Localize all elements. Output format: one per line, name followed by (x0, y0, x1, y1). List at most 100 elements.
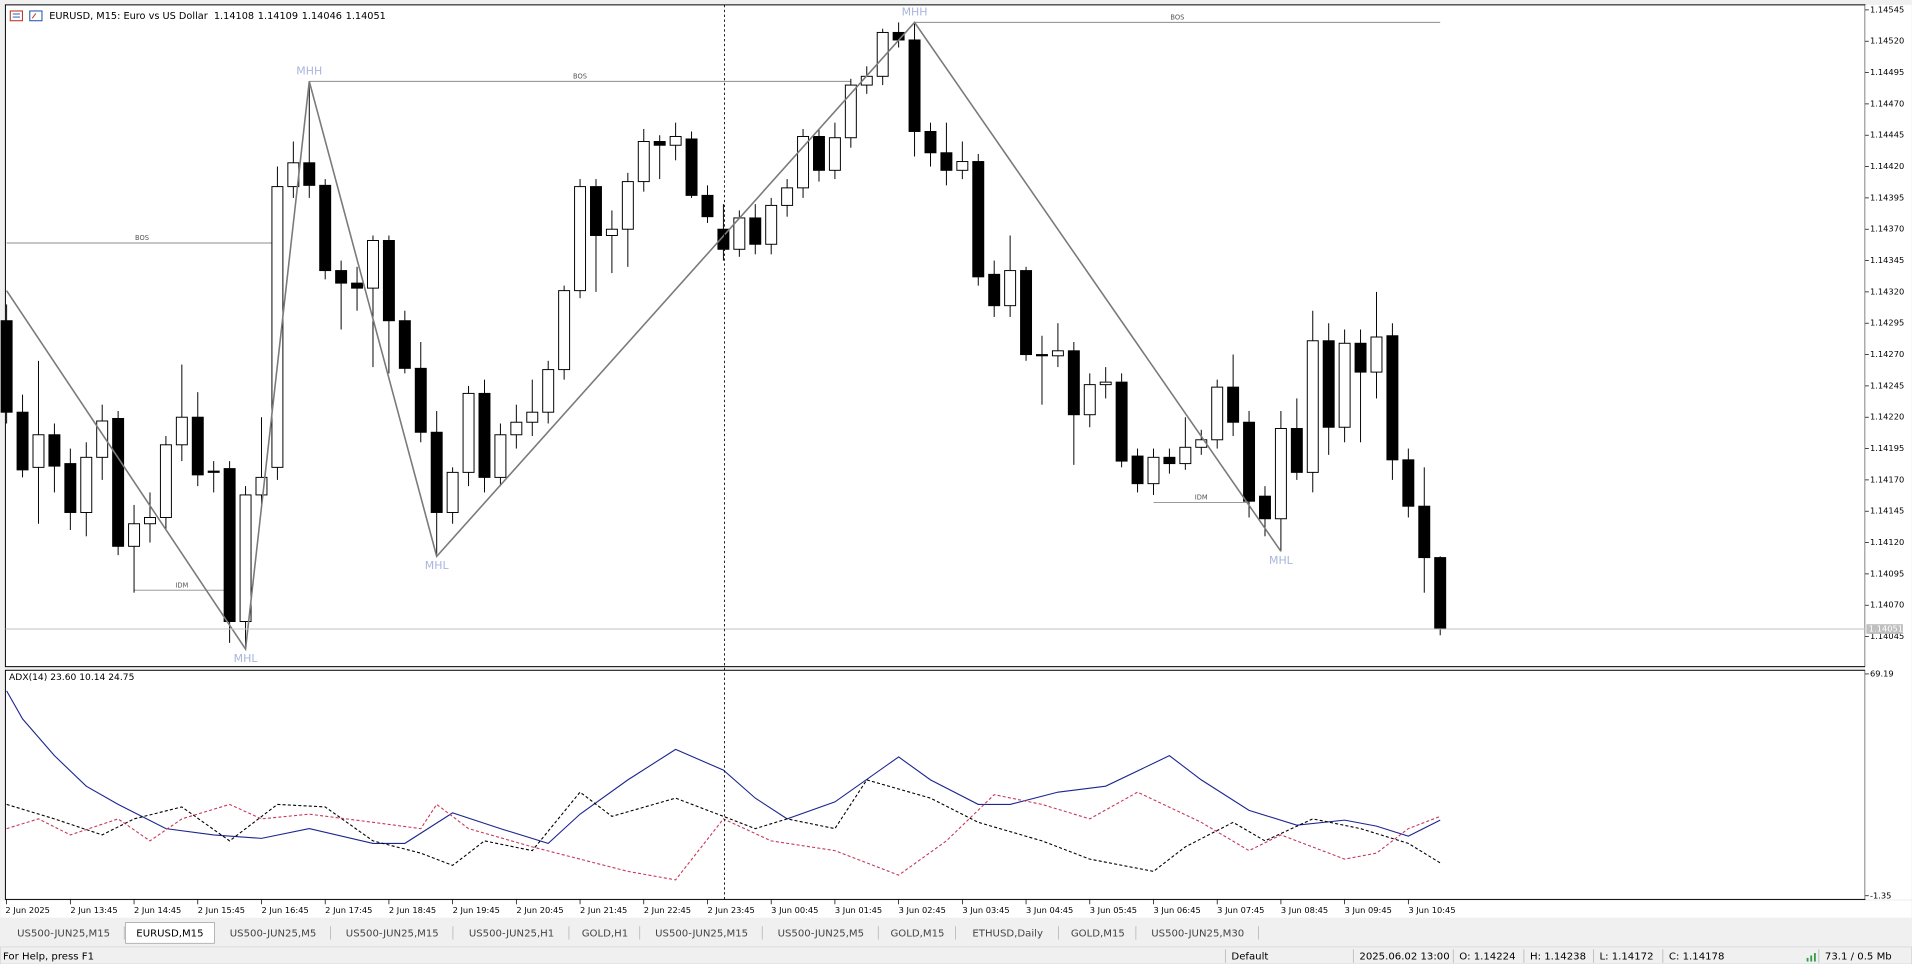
candle-body (1322, 340, 1335, 428)
tab-label[interactable]: GOLD,M15 (890, 929, 944, 940)
price-pane (4, 4, 1866, 668)
status-text: O: 1.14224 (1459, 952, 1515, 963)
tab-label[interactable]: GOLD,H1 (582, 929, 628, 940)
candle-body (80, 456, 93, 513)
swing-label: MHH (902, 6, 928, 19)
signal-bar (1813, 953, 1816, 962)
candle-body (16, 411, 29, 471)
tab-label[interactable]: US500-JUN25,H1 (469, 929, 554, 940)
candle-body (271, 186, 284, 468)
status-text: For Help, press F1 (3, 952, 94, 963)
candle-body (398, 320, 411, 369)
tab[interactable] (454, 922, 569, 944)
status-text: L: 1.14172 (1599, 952, 1653, 963)
tab-label[interactable]: US500-JUN25,M30 (1151, 929, 1244, 940)
candle-body (175, 416, 188, 446)
indicator-pane (4, 669, 1866, 900)
structure-label: IDM (175, 581, 188, 589)
candle-body (1354, 342, 1367, 373)
tab[interactable] (956, 922, 1059, 944)
indicator-line (6, 779, 1441, 872)
candle-body (637, 141, 650, 183)
price-tag (1866, 624, 1903, 634)
header-high: 1.14109 (258, 11, 298, 22)
time-axis (0, 900, 1912, 918)
y-tick-label: 1.14170 (1870, 474, 1904, 484)
header-close: 1.14051 (346, 11, 386, 22)
tab-label[interactable]: US500-JUN25,M15 (655, 929, 748, 940)
tab[interactable] (1059, 922, 1136, 944)
candle-body (351, 282, 364, 289)
tab[interactable] (215, 922, 331, 944)
y-tick-label: 1.14370 (1870, 224, 1904, 234)
tab-label[interactable]: US500-JUN25,M5 (230, 929, 317, 940)
candle-body (1274, 428, 1287, 520)
candle-body (319, 184, 332, 272)
tab[interactable] (640, 922, 763, 944)
y-tick-label: 1.14120 (1870, 537, 1904, 547)
x-tick-label: 3 Jun 01:45 (835, 905, 882, 915)
icon-chart (29, 10, 43, 22)
candle-body (1211, 386, 1224, 441)
structure-label: BOS (135, 234, 149, 242)
swing-label: MHL (425, 559, 450, 572)
y-tick-label: 1.14495 (1870, 67, 1904, 77)
y-tick-label: 1.14445 (1870, 130, 1904, 140)
candle-body (669, 135, 682, 146)
icon-line (31, 13, 37, 19)
y-tick-label: 1.14320 (1870, 286, 1904, 296)
tab-bar: US500-JUN25,M15 EURUSD,M15 US500-JUN25,M5 U… (2, 922, 1259, 944)
x-tick-label: 3 Jun 04:45 (1026, 905, 1073, 915)
structure-label: IDM (1195, 494, 1208, 502)
candle-body (1370, 336, 1383, 373)
tab[interactable] (570, 922, 640, 944)
status-bar (0, 946, 1912, 964)
tab[interactable] (1137, 922, 1259, 944)
tab[interactable] (879, 922, 956, 944)
indicator-line (6, 791, 1441, 881)
candle-body (414, 367, 427, 433)
y-tick-label: 1.14395 (1870, 192, 1904, 202)
tab-label[interactable]: EURUSD,M15 (136, 929, 203, 940)
candle-body (940, 152, 953, 171)
x-tick-label: 2 Jun 15:45 (198, 905, 245, 915)
x-tick-label: 3 Jun 06:45 (1153, 905, 1200, 915)
tab[interactable] (763, 922, 879, 944)
candle-body (191, 416, 204, 476)
chart-icons (9, 10, 43, 22)
tab-label[interactable]: US500-JUN25,M15 (17, 929, 110, 940)
candle-body (478, 392, 491, 478)
x-tick-label: 3 Jun 00:45 (771, 905, 818, 915)
x-tick-label: 2 Jun 18:45 (389, 905, 436, 915)
x-tick-label: 2 Jun 13:45 (70, 905, 117, 915)
structure-label: BOS (573, 72, 587, 80)
tab-label[interactable]: US500-JUN25,M5 (778, 929, 865, 940)
tab[interactable] (331, 922, 453, 944)
x-tick-label: 2 Jun 20:45 (516, 905, 563, 915)
x-tick-label: 3 Jun 10:45 (1408, 905, 1455, 915)
indicator-title: ADX(14) 23.60 10.14 24.75 (9, 673, 135, 683)
structure-label: BOS (1170, 14, 1184, 22)
tab-label[interactable]: ETHUSD,Daily (972, 929, 1043, 940)
tab[interactable] (2, 922, 125, 944)
x-tick-label: 2 Jun 17:45 (325, 905, 372, 915)
x-tick-label: 2 Jun 16:45 (261, 905, 308, 915)
chart-header: EURUSD, M15: Euro vs US Dollar 1.14108 1.1… (49, 11, 386, 22)
candle-body (574, 186, 587, 292)
candle-body (64, 463, 77, 513)
candle-body (1290, 428, 1303, 473)
candle-body (781, 187, 794, 206)
tab[interactable] (125, 922, 215, 944)
candle-body (828, 137, 841, 171)
y-tick-label: 1.14220 (1870, 412, 1904, 422)
candle-body (813, 135, 825, 171)
candle-body (1131, 455, 1144, 485)
tab-label[interactable]: GOLD,M15 (1071, 929, 1125, 940)
price-axis (1865, 4, 1912, 900)
candle-body (1434, 557, 1447, 630)
tab-label[interactable]: US500-JUN25,M15 (346, 929, 439, 940)
symbol-title: EURUSD, M15: Euro vs US Dollar (49, 11, 208, 22)
swing-label: MHL (234, 652, 259, 665)
candle-body (908, 39, 921, 132)
candle-body (382, 240, 395, 322)
